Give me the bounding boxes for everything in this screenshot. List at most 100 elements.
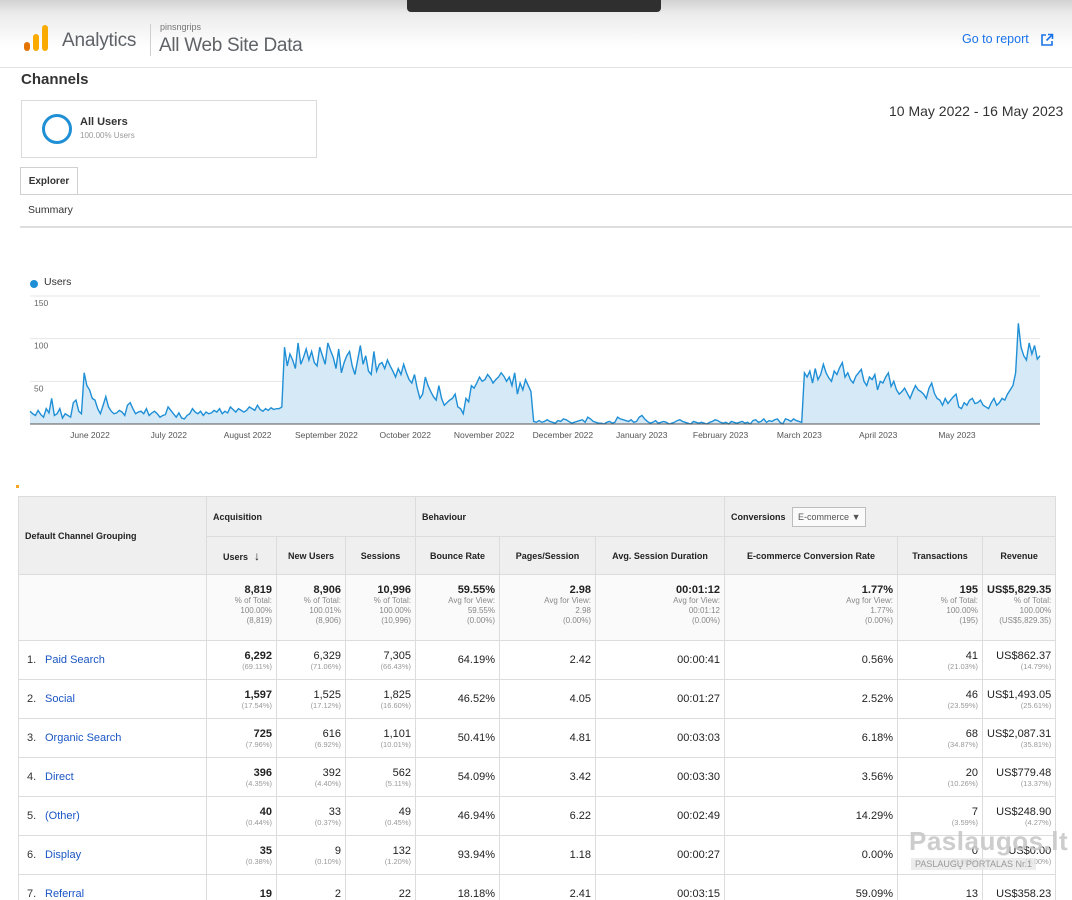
metric-value: US$1,493.05 <box>987 688 1052 701</box>
col-bounce-rate[interactable]: Bounce Rate <box>415 536 500 575</box>
metric-cell: 68 (34.87%) <box>897 718 983 758</box>
col-revenue[interactable]: Revenue <box>981 536 1057 575</box>
external-link-icon[interactable] <box>1040 33 1054 47</box>
metric-cell: 41 (21.03%) <box>897 640 983 680</box>
metric-value: 33 <box>328 805 341 818</box>
metric-percent: (21.03%) <box>947 661 978 671</box>
table-row: 3. Organic Search 725 (7.96%) 616 (6.92%) 1,10… <box>18 718 1057 758</box>
metric-percent: (34.87%) <box>947 739 978 749</box>
x-tick-label: September 2022 <box>295 430 358 440</box>
metric-value: 4.05 <box>569 693 591 705</box>
users-line-chart: 150 100 50 June 2022 July 2022 August 2022 Sep… <box>29 295 1041 440</box>
metric-percent: (10.01%) <box>380 739 411 749</box>
sort-desc-icon[interactable]: ↓ <box>254 548 261 563</box>
metric-percent: (0.44%) <box>245 817 272 827</box>
col-pages-session[interactable]: Pages/Session <box>499 536 596 575</box>
go-to-report-link[interactable]: Go to report <box>962 32 1029 46</box>
channel-cell: 7. Referral <box>18 874 207 900</box>
window-notch <box>407 0 661 12</box>
conversion-type-select[interactable]: E-commerce ▼ <box>792 506 867 527</box>
metric-cell: 1.18 <box>499 835 596 875</box>
metric-cell: US$779.48 (13.37%) <box>981 757 1057 797</box>
metric-value: 2.42 <box>569 654 591 666</box>
table-row: 4. Direct 396 (4.35%) 392 (4.40%) 562 (5.11%) 54… <box>18 757 1057 797</box>
metric-percent: (71.06%) <box>310 661 341 671</box>
col-users[interactable]: Users ↓ <box>206 536 277 575</box>
metric-percent: (0.38%) <box>245 856 272 866</box>
total-cell: US$5,829.35% of Total: 100.00% (US$5,829.3… <box>981 574 1057 641</box>
total-note: (US$5,829.35) <box>999 616 1052 625</box>
metric-value: 14.29% <box>855 810 893 822</box>
metric-cell: 0.56% <box>724 640 898 680</box>
channel-link[interactable]: Social <box>45 693 75 705</box>
metric-value: US$248.90 <box>996 805 1052 818</box>
metric-cell: 49 (0.45%) <box>345 796 416 836</box>
metric-value: 3.42 <box>569 771 591 783</box>
dropdown-caret-icon: ▼ <box>851 511 861 522</box>
col-avg-session-duration[interactable]: Avg. Session Duration <box>595 536 725 575</box>
metric-cell: 1,101 (10.01%) <box>345 718 416 758</box>
channel-link[interactable]: Paid Search <box>45 654 105 666</box>
group-acquisition: Acquisition <box>206 496 416 537</box>
metric-cell: 6,329 (71.06%) <box>276 640 346 680</box>
metric-cell: 22 <box>345 874 416 900</box>
metric-value: 59.09% <box>855 888 893 900</box>
summary-link[interactable]: Summary <box>28 204 73 216</box>
legend-users-label[interactable]: Users <box>44 276 72 288</box>
channel-link[interactable]: Organic Search <box>45 732 122 744</box>
channel-link[interactable]: Direct <box>45 771 74 783</box>
total-value: 195 <box>959 584 978 596</box>
row-index: 3. <box>27 732 37 744</box>
total-cell: 1.77% Avg for View: 1.77% (0.00%) <box>724 574 898 641</box>
total-note: 100.00% <box>240 606 272 615</box>
x-tick-label: January 2023 <box>616 430 668 440</box>
summary-divider <box>20 226 1072 228</box>
metric-cell: 00:00:27 <box>595 835 725 875</box>
analytics-logo-icon[interactable] <box>24 24 50 52</box>
metric-percent: (0.45%) <box>384 817 411 827</box>
total-value: 1.77% <box>861 584 893 596</box>
channel-link[interactable]: Referral <box>45 888 85 900</box>
metric-value: 49 <box>398 805 411 818</box>
total-note: 00:01:12 <box>688 606 720 615</box>
metric-cell: 3.42 <box>499 757 596 797</box>
x-tick-label: October 2022 <box>380 430 432 440</box>
col-sessions[interactable]: Sessions <box>345 536 416 575</box>
tab-explorer[interactable]: Explorer <box>20 167 78 195</box>
metric-cell: 2 <box>276 874 346 900</box>
date-range-picker[interactable]: 10 May 2022 - 16 May 2023 <box>889 103 1064 119</box>
decor-dot <box>16 485 19 488</box>
table-row: 7. Referral 19 2 22 18.18% 2.41 00:03:15 59.09% 1… <box>18 874 1057 900</box>
group-behaviour: Behaviour <box>415 496 725 537</box>
metric-cell: 93.94% <box>415 835 500 875</box>
total-note: 100.00% <box>379 606 411 615</box>
channel-link[interactable]: Display <box>45 849 82 861</box>
segment-card-all-users[interactable]: All Users 100.00% Users <box>21 100 317 158</box>
metric-percent: (25.61%) <box>1020 700 1052 710</box>
metric-value: 0.00% <box>861 849 893 861</box>
metric-value: 2 <box>334 888 341 900</box>
metric-value: US$779.48 <box>996 766 1052 779</box>
y-tick-label: 100 <box>34 341 48 351</box>
property-selector[interactable]: All Web Site Data <box>159 35 303 56</box>
metric-cell: 1,825 (16.60%) <box>345 679 416 719</box>
x-tick-label: April 2023 <box>859 430 898 440</box>
users-series-line[interactable] <box>29 323 1041 425</box>
metric-percent: (10.26%) <box>947 778 978 788</box>
metric-percent: (69.11%) <box>242 661 272 671</box>
total-note: 100.00% <box>946 606 978 615</box>
metric-value: 00:01:27 <box>677 693 720 705</box>
channel-cell: 6. Display <box>18 835 207 875</box>
col-new-users[interactable]: New Users <box>276 536 346 575</box>
col-transactions[interactable]: Transactions <box>897 536 983 575</box>
dimension-header[interactable]: Default Channel Grouping <box>18 496 207 575</box>
metric-cell: 6.22 <box>499 796 596 836</box>
col-ecommerce-conversion-rate[interactable]: E-commerce Conversion Rate <box>724 536 898 575</box>
metric-percent: (23.59%) <box>947 700 978 710</box>
metric-value: 1,101 <box>383 727 411 740</box>
metric-value: 9 <box>334 844 341 857</box>
metric-value: 7 <box>971 805 978 818</box>
account-name[interactable]: pinsngrips <box>160 22 202 32</box>
metric-cell: 3.56% <box>724 757 898 797</box>
channel-link[interactable]: (Other) <box>45 810 80 822</box>
